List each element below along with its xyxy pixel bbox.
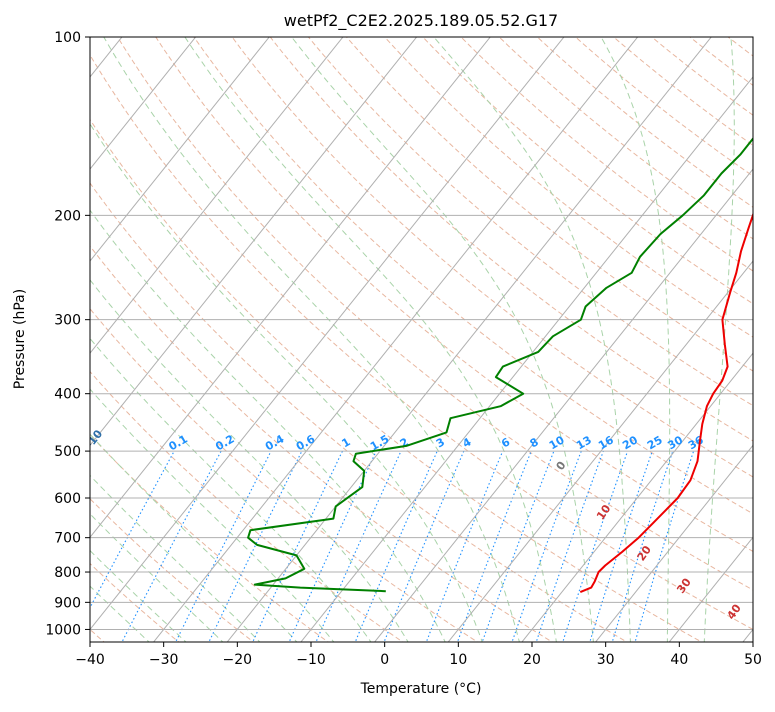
y-tick-label: 800 [54,565,81,581]
x-tick-label: 40 [670,652,688,668]
y-tick-label: 100 [54,30,81,46]
x-axis-label: Temperature (°C) [360,681,482,697]
y-tick-label: 900 [54,595,81,611]
x-tick-label: 0 [380,652,389,668]
y-tick-label: 1000 [45,622,81,638]
y-tick-label: 600 [54,491,81,507]
x-tick-label: 30 [597,652,615,668]
y-tick-label: 500 [54,444,81,460]
y-tick-label: 400 [54,387,81,403]
x-tick-label: 20 [523,652,541,668]
chart-title: wetPf2_C2E2.2025.189.05.52.G17 [284,11,558,31]
y-tick-label: 700 [54,531,81,547]
x-tick-label: −40 [75,652,105,668]
x-tick-label: 10 [449,652,467,668]
x-tick-label: −10 [296,652,326,668]
y-axis-label: Pressure (hPa) [12,289,28,389]
x-tick-label: 50 [744,652,762,668]
y-tick-label: 200 [54,208,81,224]
x-tick-label: −20 [223,652,253,668]
x-tick-label: −30 [149,652,179,668]
y-tick-label: 300 [54,313,81,329]
